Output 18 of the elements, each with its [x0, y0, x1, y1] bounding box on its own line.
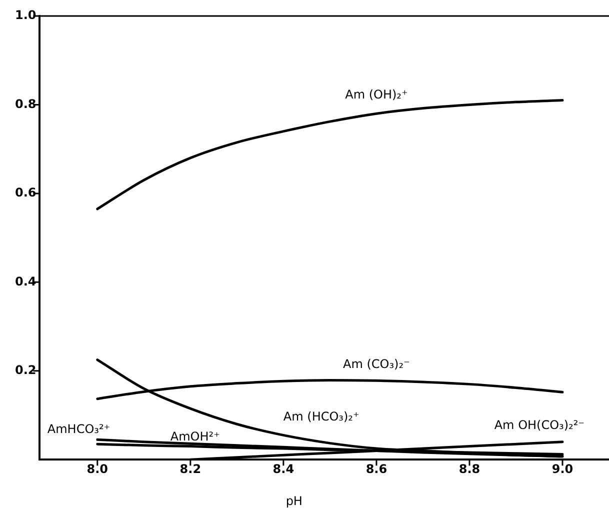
series-label: Am (HCO₃)₂⁺ [283, 409, 360, 424]
series-label: Am (OH)₂⁺ [345, 88, 408, 102]
x-tick-label: 9.0 [552, 462, 574, 476]
y-tick-label: 0.8 [14, 96, 36, 111]
y-tick-label: 1.0 [14, 8, 36, 22]
x-tick-label: 8.8 [458, 462, 480, 476]
x-axis-title: pH [286, 494, 302, 508]
x-tick-label: 8.4 [272, 462, 294, 476]
series-label: Am (CO₃)₂⁻ [343, 356, 410, 371]
series-label: AmHCO₃²⁺ [47, 422, 110, 436]
series-label: AmOH²⁺ [170, 429, 220, 444]
series-label: Am OH(CO₃)₂²⁻ [494, 418, 584, 432]
y-tick-label: 0.4 [14, 274, 36, 288]
y-tick-label: 0.2 [14, 363, 36, 378]
y-tick-label: 0.6 [14, 186, 36, 200]
x-tick-label: 8.0 [86, 462, 108, 476]
x-tick-label: 8.6 [366, 462, 388, 476]
x-tick-label: 8.2 [180, 462, 202, 476]
